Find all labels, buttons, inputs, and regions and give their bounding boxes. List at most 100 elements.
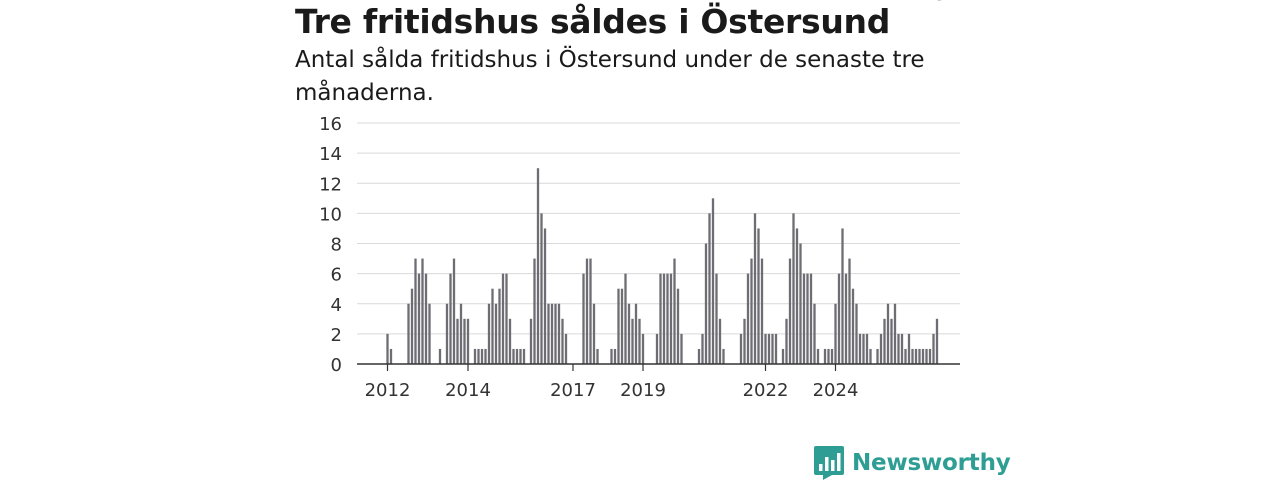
bar	[921, 348, 925, 364]
bar	[876, 348, 879, 364]
y-tick-label: 4	[331, 295, 342, 316]
bar	[641, 333, 645, 365]
bar	[932, 333, 935, 365]
bar	[897, 333, 900, 365]
bar	[935, 318, 939, 364]
bar	[561, 318, 564, 364]
bar	[494, 303, 498, 364]
brand-logo: Newsworthy	[814, 446, 1011, 480]
bar	[669, 273, 673, 365]
y-tick-label: 14	[319, 144, 342, 165]
bar	[834, 303, 837, 364]
bar	[533, 258, 536, 364]
bar	[858, 333, 862, 365]
bar	[666, 273, 669, 365]
bar	[480, 348, 484, 364]
bar	[547, 303, 550, 364]
bar	[865, 333, 869, 365]
bar	[708, 213, 711, 365]
x-tick-label: 2012	[365, 380, 411, 401]
y-tick-label: 6	[331, 265, 342, 286]
bar	[627, 303, 631, 364]
bar	[673, 258, 676, 364]
x-tick-label: 2019	[620, 380, 666, 401]
bar	[760, 258, 764, 364]
page-title: Tre fritidshus såldes i Östersund	[295, 2, 891, 41]
brand-name: Newsworthy	[852, 450, 1011, 476]
bar	[883, 318, 886, 364]
bar	[841, 228, 844, 364]
bar	[554, 303, 557, 364]
y-tick-label: 10	[319, 204, 342, 225]
bar	[918, 348, 921, 364]
x-tick-label: 2024	[813, 380, 859, 401]
bar	[438, 348, 442, 364]
bar	[879, 333, 883, 365]
bar	[715, 273, 718, 365]
bar	[638, 318, 641, 364]
bar	[869, 348, 872, 364]
x-axis-ticks: 2012 2014 2017 2019 2022 2024	[365, 364, 859, 401]
bar	[484, 348, 487, 364]
bar	[449, 273, 452, 365]
bar	[746, 273, 750, 365]
bar	[631, 318, 634, 364]
bar	[827, 348, 830, 364]
bar	[477, 348, 480, 364]
bar	[536, 168, 540, 364]
bar	[428, 303, 431, 364]
bar	[753, 213, 757, 365]
bar	[830, 348, 834, 364]
bar	[743, 318, 746, 364]
bar	[589, 258, 592, 364]
bar	[806, 273, 809, 365]
bar	[890, 318, 893, 364]
bar	[701, 333, 704, 365]
bar	[634, 303, 638, 364]
bar	[785, 318, 788, 364]
chart-annotations: 3	[934, 0, 946, 5]
bar	[711, 198, 715, 364]
bar	[655, 333, 659, 365]
bar	[792, 213, 795, 365]
bar	[386, 333, 389, 365]
bar	[473, 348, 477, 364]
y-axis-ticks: 0 2 4 6 8 10 12 14 16	[319, 114, 342, 376]
bar	[613, 348, 617, 364]
bar	[487, 303, 491, 364]
bar	[802, 273, 806, 365]
bar	[498, 288, 501, 364]
bar	[512, 348, 515, 364]
bar	[582, 273, 585, 365]
bar	[662, 273, 666, 365]
bar	[389, 348, 393, 364]
bar	[855, 303, 858, 364]
bar	[407, 303, 410, 364]
bar	[837, 273, 841, 365]
bar	[585, 258, 589, 364]
chart-gridlines	[357, 122, 960, 335]
bar	[417, 273, 421, 365]
bar	[848, 258, 851, 364]
bar	[914, 348, 918, 364]
bar	[697, 348, 701, 364]
y-tick-label: 16	[319, 114, 342, 135]
bar	[764, 333, 767, 365]
newsworthy-logo-icon	[814, 446, 844, 480]
bar	[676, 288, 680, 364]
y-tick-label: 2	[331, 325, 342, 346]
bar	[421, 258, 424, 364]
bar	[445, 303, 449, 364]
bar	[722, 348, 725, 364]
bar	[680, 333, 683, 365]
bar	[750, 258, 753, 364]
x-tick-label: 2014	[445, 380, 491, 401]
bar	[596, 348, 599, 364]
bar	[543, 228, 547, 364]
bar	[459, 303, 463, 364]
bar	[529, 318, 533, 364]
bar	[505, 273, 508, 365]
bar	[928, 348, 932, 364]
bar	[659, 273, 662, 365]
